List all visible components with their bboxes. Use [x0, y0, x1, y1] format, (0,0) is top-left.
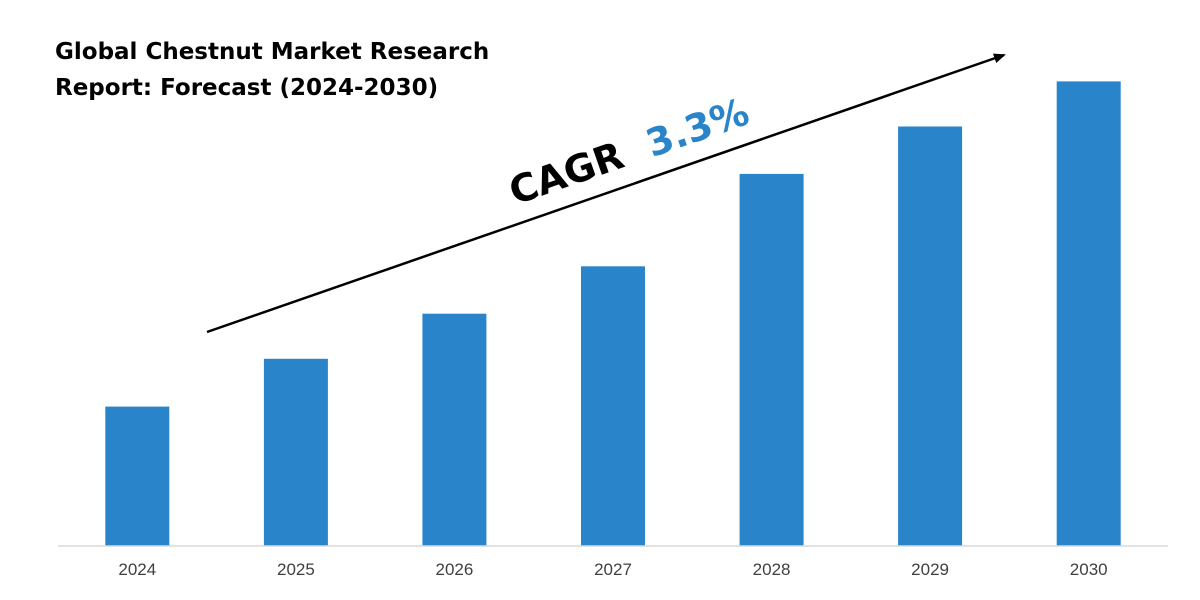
bar-2027 [581, 266, 645, 546]
x-tick-labels: 2024 2025 2026 2027 2028 2029 2030 [118, 560, 1107, 579]
x-tick-label-2026: 2026 [435, 560, 473, 579]
x-tick-label-2024: 2024 [118, 560, 156, 579]
chart-title: Global Chestnut Market Research Report: … [55, 34, 575, 106]
bar-2028 [739, 173, 804, 546]
bar-2026 [422, 313, 487, 546]
bar-2024 [105, 406, 170, 546]
trend-arrow [206, 53, 1006, 334]
cagr-annotation: CAGR 3.3% [503, 90, 754, 214]
bars-layer [105, 81, 1121, 547]
cagr-prefix: CAGR [503, 133, 629, 213]
x-tick-label-2028: 2028 [753, 560, 791, 579]
bar-2025 [263, 358, 328, 546]
bar-2029 [898, 126, 963, 546]
chart-title-line-1: Global Chestnut Market Research [55, 39, 490, 65]
x-tick-label-2029: 2029 [911, 560, 949, 579]
x-tick-label-2030: 2030 [1070, 560, 1108, 579]
bar-2030 [1056, 81, 1121, 547]
chart-title-line-2: Report: Forecast (2024-2030) [55, 75, 439, 101]
x-tick-label-2025: 2025 [277, 560, 315, 579]
x-tick-label-2027: 2027 [594, 560, 632, 579]
cagr-value: 3.3% [640, 90, 754, 166]
